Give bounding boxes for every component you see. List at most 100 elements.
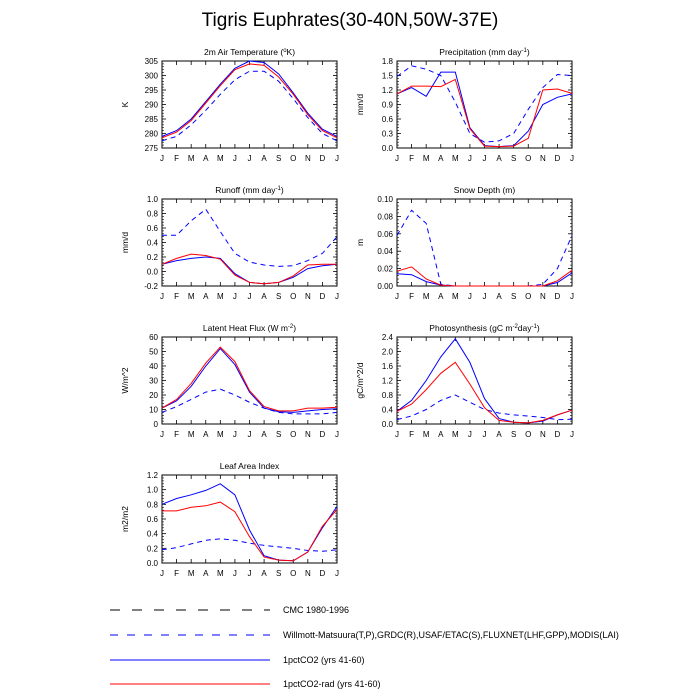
x-tick-label: J: [570, 430, 574, 439]
x-tick-label: J: [160, 292, 164, 301]
panel-title-text: Precipitation (mm day: [439, 47, 522, 57]
series-line-rad: [396, 78, 573, 148]
x-tick-label: N: [305, 569, 311, 578]
series-line-co2: [161, 347, 338, 413]
x-tick-label: M: [423, 154, 430, 163]
panel-title-sup: -2: [512, 324, 518, 330]
legend-label: 1pctCO2-rad (yrs 41-60): [283, 679, 381, 689]
x-tick-label: J: [248, 569, 252, 578]
chart-panel-temp: 2m Air Temperature (oK) K 275 280 285 290 295 3…: [120, 47, 339, 163]
y-tick-label: 0.02: [377, 265, 393, 274]
x-tick-label: A: [261, 569, 267, 578]
y-tick-label: 1.2: [382, 377, 394, 386]
panel-title-text: Photosynthesis (gC m: [429, 323, 512, 333]
x-tick-label: M: [217, 154, 224, 163]
chart-legend: CMC 1980-1996 Willmott-Matsuura(T,P),GRDC…: [110, 605, 619, 689]
series-line-rad: [161, 253, 337, 285]
x-tick-label: D: [555, 292, 561, 301]
y-tick-label: 50: [149, 348, 158, 357]
x-tick-label: N: [540, 292, 546, 301]
x-tick-label: J: [233, 154, 237, 163]
x-tick-label: N: [305, 154, 311, 163]
series-line-obs: [396, 209, 573, 287]
x-tick-label: S: [511, 430, 516, 439]
x-tick-label: A: [261, 292, 267, 301]
x-tick-label: J: [248, 154, 252, 163]
x-tick-label: O: [290, 292, 296, 301]
x-tick-label: D: [320, 292, 326, 301]
x-tick-label: F: [409, 430, 414, 439]
y-tick-label: 275: [145, 144, 159, 153]
y-axis-label: m: [355, 239, 365, 246]
chart-panel-runoff: Runoff (mm day-1) mm/d -0.2 0.0 0.2 0.4 0.6 0.8…: [120, 185, 339, 301]
x-tick-label: N: [540, 154, 546, 163]
y-axis-label: mm/d: [355, 94, 365, 116]
y-tick-label: 1.6: [382, 362, 394, 371]
y-tick-label: 0.2: [147, 544, 159, 553]
x-tick-label: J: [233, 292, 237, 301]
series-line-rad: [161, 346, 338, 412]
panel-title-text: day: [518, 323, 532, 333]
x-tick-label: S: [511, 154, 516, 163]
y-tick-label: 0.08: [377, 212, 393, 221]
series-line-obs: [396, 394, 573, 421]
plot-frame: [161, 474, 338, 564]
x-tick-label: J: [248, 292, 252, 301]
x-tick-label: M: [188, 292, 195, 301]
legend-label: 1pctCO2 (yrs 41-60): [283, 655, 365, 665]
panel-title-text: ): [537, 323, 540, 333]
panel-title-text: Runoff (mm day: [215, 185, 276, 195]
x-tick-label: A: [203, 292, 209, 301]
x-tick-label: J: [570, 154, 574, 163]
x-tick-label: J: [395, 154, 399, 163]
panel-title-sup: -1: [276, 186, 282, 192]
x-tick-label: A: [203, 154, 209, 163]
y-tick-label: 1.2: [147, 471, 159, 480]
chart-panel-lai: Leaf Area Index m2/m2 0.0 0.2 0.4 0.6 0.8 1.0 1.…: [120, 461, 339, 578]
y-tick-label: 0.0: [382, 420, 394, 429]
legend-label: Willmott-Matsuura(T,P),GRDC(R),USAF/ETAC…: [283, 630, 619, 640]
y-axis-label: W/m^2: [120, 367, 130, 393]
y-tick-label: 0.4: [147, 239, 159, 248]
panel-title: Precipitation (mm day-1): [439, 47, 530, 57]
x-tick-label: O: [525, 430, 531, 439]
y-tick-label: 305: [145, 57, 159, 66]
panel-title: Latent Heat Flux (W m-2): [203, 323, 296, 333]
x-tick-label: M: [188, 154, 195, 163]
x-tick-label: F: [174, 292, 179, 301]
series-line-obs: [396, 65, 573, 143]
y-tick-label: -0.2: [144, 282, 158, 291]
x-tick-label: S: [276, 154, 281, 163]
x-tick-label: A: [261, 154, 267, 163]
panel-title-sup: -1: [532, 324, 538, 330]
y-tick-label: 0.00: [377, 282, 393, 291]
x-tick-label: N: [305, 292, 311, 301]
x-tick-label: M: [188, 569, 195, 578]
y-tick-label: 0.4: [147, 530, 159, 539]
panel-title-sup: o: [283, 48, 287, 54]
x-tick-label: A: [496, 154, 502, 163]
y-tick-label: 0.10: [377, 195, 393, 204]
series-line-rad: [161, 63, 338, 139]
series-line-co2: [161, 256, 338, 285]
y-tick-label: 0.4: [382, 406, 394, 415]
y-tick-label: 10: [149, 406, 158, 415]
y-tick-label: 295: [145, 86, 159, 95]
x-tick-label: J: [468, 154, 472, 163]
x-tick-label: J: [483, 154, 487, 163]
panel-title: Photosynthesis (gC m-2day-1): [429, 323, 540, 333]
x-tick-label: S: [276, 292, 281, 301]
y-tick-label: 0.8: [147, 210, 159, 219]
x-tick-label: J: [233, 569, 237, 578]
panel-title-text: Snow Depth (m): [454, 185, 516, 195]
series-line-obs: [161, 388, 338, 415]
x-tick-label: J: [233, 430, 237, 439]
y-tick-label: 2.0: [382, 348, 394, 357]
panel-title-text: 2m Air Temperature (: [204, 47, 283, 57]
x-tick-label: O: [525, 292, 531, 301]
y-axis-label: m2/m2: [120, 506, 130, 532]
chart-panel-gpp: Photosynthesis (gC m-2day-1) gC/m^2/d 0.0 0…: [355, 323, 574, 439]
legend-label: CMC 1980-1996: [283, 605, 349, 615]
y-tick-label: 40: [149, 362, 158, 371]
series-line-co2: [396, 71, 573, 148]
